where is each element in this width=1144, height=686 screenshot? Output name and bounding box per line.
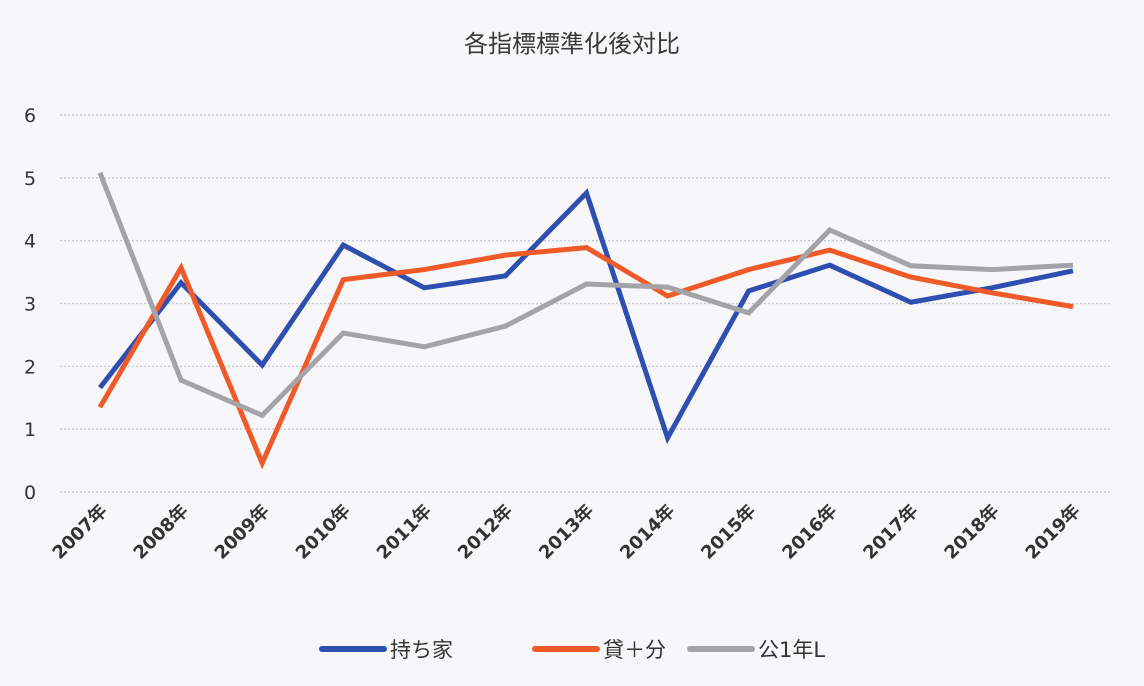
y-tick-label: 6 bbox=[24, 105, 36, 127]
x-tick-label: 2010年 bbox=[291, 500, 355, 564]
x-tick-label: 2015年 bbox=[696, 500, 760, 564]
x-tick-label: 2019年 bbox=[1021, 500, 1085, 564]
x-tick-label: 2018年 bbox=[940, 500, 1004, 564]
x-tick-label: 2011年 bbox=[372, 500, 436, 564]
legend-label: 公1年L bbox=[758, 638, 825, 662]
gridlines bbox=[60, 114, 1112, 493]
x-tick-label: 2013年 bbox=[534, 500, 598, 564]
series-line-2 bbox=[97, 245, 1074, 470]
y-tick-label: 3 bbox=[24, 294, 36, 316]
y-tick-label: 5 bbox=[24, 168, 36, 190]
series-lines bbox=[97, 171, 1074, 470]
y-axis-ticks: 0 1 2 3 4 5 6 bbox=[24, 105, 36, 504]
series-line-1 bbox=[98, 188, 1074, 445]
x-axis-ticks: 2007年 2008年 2009年 2010年 2011年 2012年 2013年 2014年… bbox=[48, 500, 1085, 564]
legend-label: 持ち家 bbox=[390, 638, 453, 662]
y-tick-label: 0 bbox=[24, 482, 36, 504]
x-tick-label: 2009年 bbox=[210, 500, 274, 564]
chart-title: 各指標標準化後対比 bbox=[464, 30, 680, 58]
series-line-3 bbox=[97, 171, 1074, 419]
x-tick-label: 2008年 bbox=[129, 500, 193, 564]
x-tick-label: 2016年 bbox=[778, 500, 842, 564]
x-tick-label: 2017年 bbox=[859, 500, 923, 564]
x-tick-label: 2007年 bbox=[48, 500, 112, 564]
x-tick-label: 2014年 bbox=[615, 500, 679, 564]
y-tick-label: 4 bbox=[24, 231, 36, 253]
x-tick-label: 2012年 bbox=[453, 500, 517, 564]
y-tick-label: 2 bbox=[24, 356, 36, 378]
legend-label: 貸＋分 bbox=[603, 638, 666, 662]
y-tick-label: 1 bbox=[24, 419, 36, 441]
legend: 持ち家 貸＋分 公1年L bbox=[319, 638, 825, 662]
